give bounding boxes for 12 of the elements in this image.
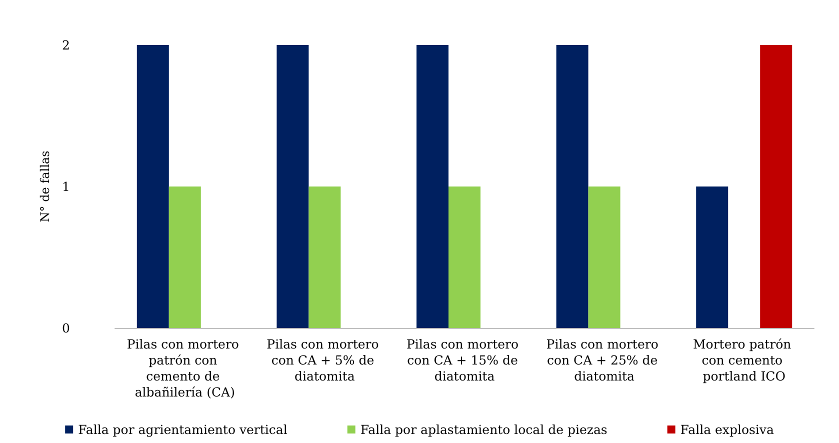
y-tick-label: 1 (62, 179, 70, 194)
x-tick-label: Pilas con mortero con CA + 25% de diatomita (546, 336, 662, 384)
y-axis-title: N° de fallas (38, 150, 52, 222)
legend-label: Falla explosiva (680, 422, 774, 437)
y-tick-label: 0 (62, 320, 70, 336)
legend-label: Falla por aplastamiento local de piezas (360, 422, 608, 437)
x-tick-label: Pilas con mortero con CA + 15% de diatomita (406, 336, 523, 384)
legend-label: Falla por agrientamiento vertical (78, 422, 288, 437)
x-tick-label: Mortero patrón con cemento portland ICO (693, 336, 796, 384)
x-tick-label: Pilas con mortero con CA + 5% de diatomita (266, 336, 383, 384)
x-tick-label: Pilas con mortero patrón con cemento de albañilería (CA) (126, 336, 243, 400)
y-tick-label: 2 (62, 38, 70, 52)
